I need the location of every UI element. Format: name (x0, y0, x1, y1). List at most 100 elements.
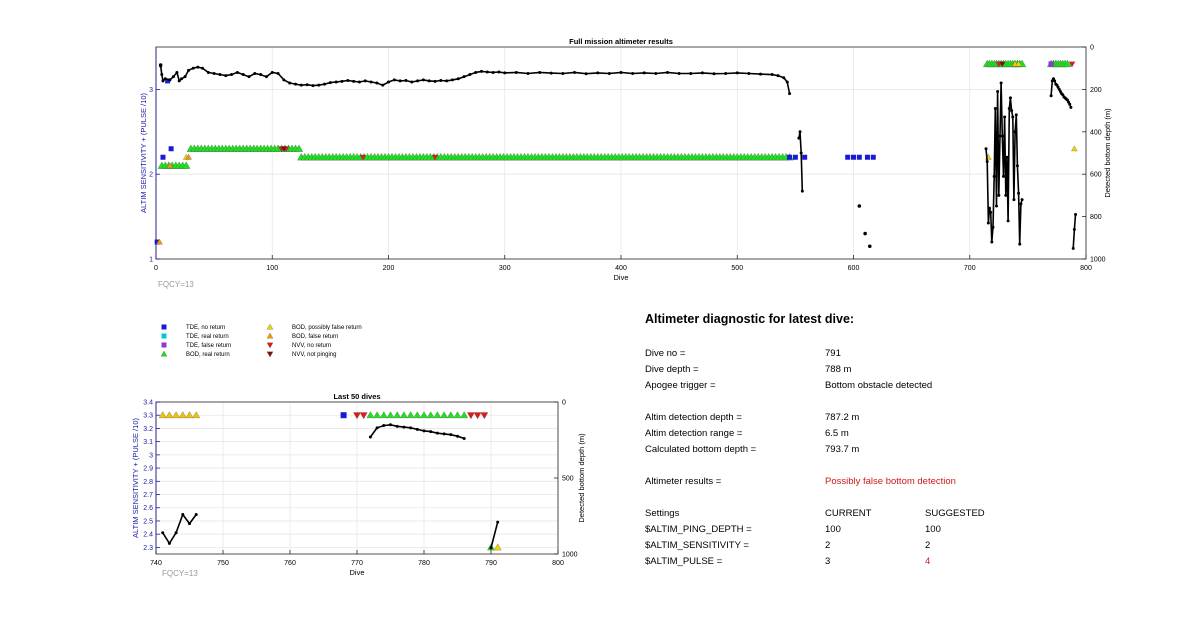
series-marker (359, 154, 367, 161)
bottom-depth-point (549, 71, 553, 75)
bottom-depth-point (1014, 113, 1018, 117)
last50-depth-point (496, 520, 500, 524)
last50-marker (440, 411, 448, 419)
bottom-depth-line (1072, 214, 1077, 249)
y-tick-label: 2.3 (143, 545, 153, 552)
last50-depth-point (368, 435, 372, 439)
y-tick-label: 2.5 (143, 518, 153, 525)
legend-marker (266, 351, 274, 358)
bottom-depth-point (1003, 115, 1007, 119)
bottom-depth-point (666, 70, 669, 74)
bottom-depth-point (998, 134, 1002, 138)
legend-label: BOD, real return (186, 352, 230, 358)
bottom-depth-point (340, 79, 344, 83)
bottom-depth-point (1010, 109, 1014, 113)
setting-current: 2 (825, 540, 831, 551)
last50-depth-point (174, 531, 178, 535)
series-marker (845, 154, 851, 160)
x-axis-label: Dive (349, 568, 364, 577)
last50-depth-point (382, 424, 386, 428)
last50-marker (172, 411, 180, 419)
legend-marker (160, 350, 168, 357)
bottom-depth-point (264, 75, 268, 79)
bottom-depth-point (299, 83, 303, 87)
y2-tick-label: 400 (1090, 129, 1102, 136)
x-tick-label: 750 (217, 560, 229, 567)
x-tick-label: 700 (964, 265, 976, 272)
series-marker (802, 154, 808, 160)
setting-name: $ALTIM_SENSITIVITY = (645, 540, 749, 551)
det-depth-value: 787.2 m (825, 412, 860, 423)
bottom-depth-line (985, 82, 1023, 245)
bottom-depth-point (450, 78, 454, 82)
current-header: CURRENT (825, 508, 872, 519)
bottom-depth-point (276, 72, 280, 75)
last50-marker (386, 411, 395, 419)
last50-depth-point (489, 546, 493, 550)
x-tick-label: 500 (731, 265, 743, 272)
bottom-depth-point (369, 80, 373, 84)
bottom-depth-point (867, 244, 872, 249)
last50-depth-point (375, 426, 379, 430)
bottom-depth-point (782, 76, 786, 80)
calc-depth-value: 793.7 m (825, 444, 860, 455)
bottom-depth-point (183, 75, 187, 79)
last50-depth-point (181, 512, 185, 516)
bottom-depth-point (294, 82, 297, 86)
bottom-depth-point (1015, 164, 1019, 168)
last50-depth-point (456, 434, 459, 438)
bottom-depth-point (770, 73, 774, 77)
last50-depth-point (167, 541, 171, 545)
bottom-depth-point (1053, 79, 1057, 83)
bottom-depth-point (259, 73, 263, 77)
bottom-depth-point (191, 66, 195, 70)
bottom-depth-point (485, 70, 489, 74)
bottom-depth-point (168, 78, 172, 82)
bottom-depth-point (1068, 102, 1072, 106)
bottom-depth-point (468, 73, 472, 77)
bottom-depth-point (177, 79, 181, 83)
bottom-depth-point (654, 72, 658, 75)
y-tick-label: 2.8 (143, 479, 153, 486)
last50-marker (413, 411, 422, 419)
bottom-depth-point (224, 74, 228, 78)
last50-depth-point (435, 431, 439, 435)
last50-marker (192, 411, 201, 419)
bottom-depth-point (689, 72, 693, 75)
bottom-depth-point (1000, 134, 1004, 138)
bottom-depth-point (247, 75, 251, 79)
apogee-value: Bottom obstacle detected (825, 380, 933, 391)
legend-marker (266, 342, 274, 349)
bottom-depth-point (798, 130, 802, 134)
last50-depth-point (402, 425, 406, 429)
bottom-depth-point (357, 80, 361, 84)
y2-axis-label: Detected bottom depth (m) (577, 433, 586, 523)
bottom-depth-point (1072, 227, 1076, 231)
last50-marker (393, 411, 402, 419)
y2-tick-label: 200 (1090, 87, 1102, 94)
last50-marker (420, 411, 428, 419)
suggested-header: SUGGESTED (925, 508, 985, 519)
bottom-depth-point (1004, 193, 1008, 197)
series-marker (280, 146, 288, 153)
series-marker (1015, 60, 1022, 67)
fqcy-annotation: FQCY=13 (158, 280, 194, 289)
bottom-depth-point (1074, 212, 1078, 216)
series-marker (431, 154, 439, 161)
last50-depth-point (449, 433, 453, 437)
last50-depth-point (188, 522, 191, 526)
dive-depth-value: 788 m (825, 364, 852, 375)
bottom-depth-point (991, 225, 995, 229)
series-marker (864, 154, 870, 160)
bottom-depth-point (161, 79, 165, 83)
bottom-depth-point (986, 221, 990, 225)
bottom-depth-point (439, 78, 443, 82)
bottom-depth-point (416, 79, 420, 83)
bottom-depth-point (1069, 105, 1073, 109)
chart-title: Last 50 dives (333, 392, 380, 401)
bottom-depth-point (992, 174, 996, 178)
last50-marker (453, 411, 462, 419)
bottom-depth-point (462, 75, 466, 79)
bottom-depth-point (1049, 94, 1053, 98)
bottom-depth-point (735, 71, 739, 75)
